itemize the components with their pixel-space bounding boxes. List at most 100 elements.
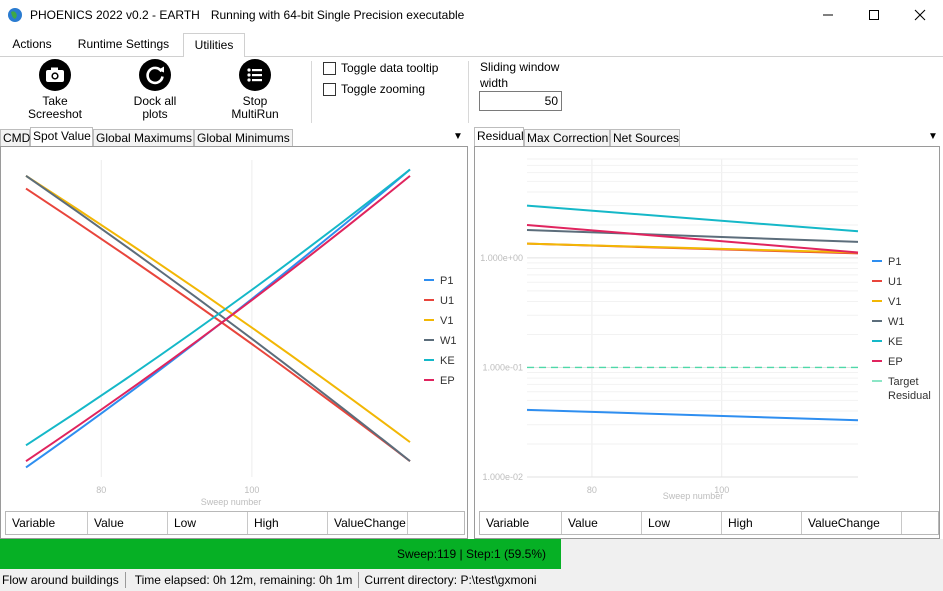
sliding-window-label: Sliding window width (480, 60, 560, 90)
residual-plot-area: 80 100 1.000e+00 1.000e-01 1.000e-02 P1 U1 V1 W… (474, 146, 940, 539)
x-tick-label: 80 (587, 485, 597, 495)
tab-global-maximums[interactable]: Global Maximums (93, 129, 194, 147)
tab-cmd[interactable]: CMD (0, 129, 30, 147)
tab-actions[interactable]: Actions (12, 37, 52, 51)
minimize-button[interactable] (805, 0, 851, 30)
ribbon-separator (468, 61, 469, 123)
legend-label[interactable]: KE (888, 336, 903, 348)
ribbon-separator (311, 61, 312, 123)
series-line-ke (526, 204, 859, 233)
take-screenshot-label-2: Screeshot (27, 107, 83, 121)
legend-label[interactable]: KE (440, 355, 455, 367)
series-line-v1 (526, 242, 859, 254)
legend-label[interactable]: U1 (440, 295, 454, 307)
stop-multirun-label-1: Stop (242, 94, 268, 108)
panel-dropdown-icon[interactable]: ▼ (453, 131, 463, 142)
series-line-ke (25, 168, 411, 447)
tab-max-correction[interactable]: Max Correction (524, 129, 610, 147)
column-header-empty (408, 512, 464, 534)
tab-residual[interactable]: Residual (474, 127, 524, 147)
toggle-zooming-checkbox[interactable]: Toggle zooming (323, 81, 425, 97)
column-header-high[interactable]: High (248, 512, 328, 534)
spot-value-plot-area: 80 100 P1 U1 V1 W1 KE EP Sweep number Variable… (0, 146, 468, 539)
y-tick-label: 1.000e-02 (482, 472, 523, 482)
legend-label[interactable]: EP (440, 375, 455, 387)
toggle-data-tooltip-checkbox[interactable]: Toggle data tooltip (323, 60, 438, 76)
column-header-value[interactable]: Value (562, 512, 642, 534)
maximize-button[interactable] (851, 0, 897, 30)
checkbox-box (323, 82, 336, 96)
spot-value-table-header: Variable Value Low High ValueChange (5, 511, 465, 535)
ribbon-tab-bar: Actions Runtime Settings Utilities (0, 30, 943, 58)
residual-chart: 80 100 1.000e+00 1.000e-01 1.000e-02 P1 U1 V1 W… (480, 158, 931, 501)
stop-multirun-button[interactable]: Stop MultiRun (220, 59, 290, 121)
legend-label[interactable]: EP (888, 356, 903, 368)
x-tick-label: 100 (244, 485, 259, 495)
tab-runtime-settings[interactable]: Runtime Settings (77, 37, 170, 51)
list-icon (239, 59, 271, 91)
legend-label[interactable]: Target (888, 376, 919, 388)
legend-label[interactable]: V1 (888, 296, 901, 308)
column-header-low[interactable]: Low (168, 512, 248, 534)
series-line-ep (25, 175, 411, 462)
dock-all-plots-button[interactable]: Dock all plots (120, 59, 190, 121)
y-tick-label: 1.000e+00 (480, 253, 523, 263)
residual-table-header: Variable Value Low High ValueChange (479, 511, 939, 535)
close-button[interactable] (897, 0, 943, 30)
minimize-icon (823, 14, 833, 16)
legend-label[interactable]: U1 (888, 276, 902, 288)
x-tick-label: 100 (714, 485, 729, 495)
column-header-low[interactable]: Low (642, 512, 722, 534)
checkbox-box (323, 61, 336, 75)
close-icon (914, 9, 926, 21)
progress-bar: Sweep:119 | Step:1 (59.5%) (0, 539, 943, 569)
case-name: Flow around buildings (0, 572, 126, 588)
y-tick-label: 1.000e-01 (482, 362, 523, 372)
legend-label[interactable]: W1 (440, 335, 457, 347)
series-line-w1 (526, 228, 859, 243)
title-bar: PHOENICS 2022 v0.2 - EARTH Running with … (0, 0, 943, 30)
stop-multirun-label-2: MultiRun (231, 107, 279, 121)
ribbon: Take Screeshot Dock all plots Stop Multi… (0, 57, 943, 127)
column-header-valuechange[interactable]: ValueChange (802, 512, 902, 534)
legend-label[interactable]: P1 (440, 275, 453, 287)
tab-utilities[interactable]: Utilities (183, 33, 245, 58)
left-plot-panel: CMD Spot Value Global Maximums Global Mi… (0, 127, 468, 539)
legend-label[interactable]: W1 (888, 316, 905, 328)
series-line-u1 (25, 187, 411, 462)
take-screenshot-button[interactable]: Take Screeshot (18, 59, 92, 121)
legend-label[interactable]: V1 (440, 315, 453, 327)
sliding-window-width-input[interactable] (479, 91, 562, 111)
app-icon (8, 8, 22, 22)
series-line-p1 (526, 408, 859, 422)
tab-global-minimums[interactable]: Global Minimums (194, 129, 293, 147)
right-plot-panel: Residual Max Correction Net Sources ▼ 80… (474, 127, 943, 539)
spot-value-chart: 80 100 P1 U1 V1 W1 KE EP Sweep number (25, 160, 457, 507)
current-directory: Current directory: P:\test\gxmoni (364, 573, 537, 587)
progress-text: Sweep:119 | Step:1 (59.5%) (397, 547, 546, 561)
refresh-icon (139, 59, 171, 91)
window-title: PHOENICS 2022 v0.2 - EARTH (30, 8, 200, 22)
x-axis-label: Sweep number (201, 497, 262, 507)
series-line-ep (526, 223, 859, 254)
camera-icon (39, 59, 71, 91)
column-header-high[interactable]: High (722, 512, 802, 534)
column-header-valuechange[interactable]: ValueChange (328, 512, 408, 534)
column-header-value[interactable]: Value (88, 512, 168, 534)
column-header-variable[interactable]: Variable (6, 512, 88, 534)
tab-spot-value[interactable]: Spot Value (30, 127, 93, 147)
time-elapsed: Time elapsed: 0h 12m, remaining: 0h 1m (126, 572, 360, 588)
column-header-variable[interactable]: Variable (480, 512, 562, 534)
legend-label[interactable]: P1 (888, 256, 901, 268)
take-screenshot-label-1: Take (42, 94, 68, 108)
column-header-empty (902, 512, 938, 534)
toggle-data-tooltip-label: Toggle data tooltip (341, 61, 439, 75)
tab-net-sources[interactable]: Net Sources (610, 129, 680, 147)
legend-label[interactable]: Residual (888, 390, 931, 402)
dock-all-plots-label-2: plots (142, 107, 168, 121)
x-axis-label: Sweep number (663, 491, 724, 501)
maximize-icon (869, 10, 879, 20)
panel-dropdown-icon[interactable]: ▼ (928, 131, 938, 142)
progress-bar-fill (0, 539, 562, 569)
window-subtitle: Running with 64-bit Single Precision exe… (210, 8, 465, 22)
